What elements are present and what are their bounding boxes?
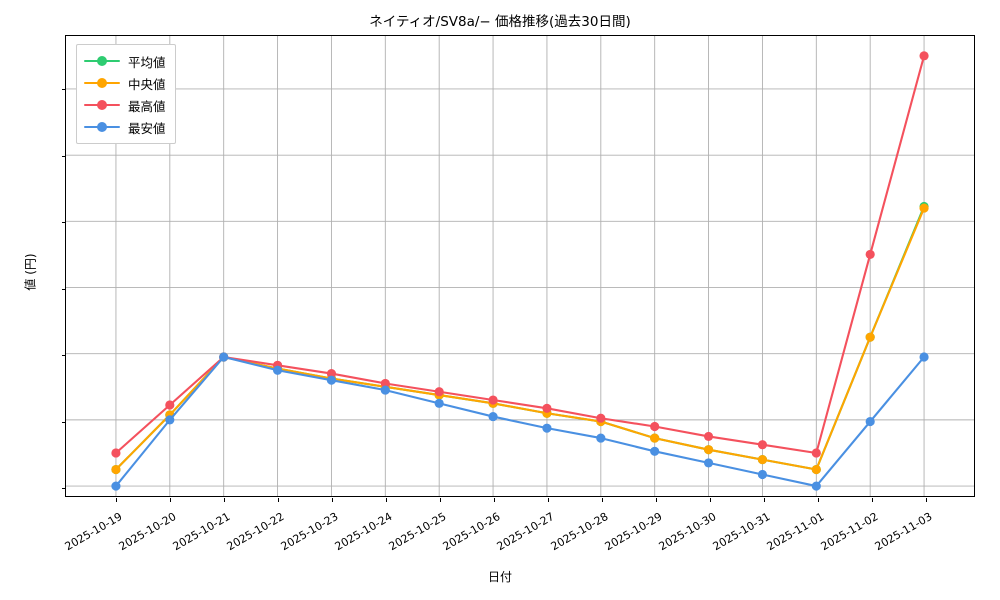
x-tick-label: 2025-10-31 bbox=[710, 510, 773, 554]
chart-legend: 平均値中央値最高値最安値 bbox=[76, 44, 176, 144]
x-tick-label: 2025-10-30 bbox=[656, 510, 719, 554]
x-tick-mark bbox=[547, 498, 549, 502]
legend-label: 最高値 bbox=[128, 98, 166, 114]
series-1 bbox=[111, 203, 929, 475]
y-tick-mark bbox=[62, 288, 66, 290]
x-tick-mark bbox=[494, 498, 495, 502]
x-tick-label: 2025-10-26 bbox=[440, 510, 503, 554]
x-tick-mark bbox=[871, 498, 873, 502]
x-tick-mark bbox=[170, 498, 172, 502]
x-tick-label: 2025-10-28 bbox=[548, 510, 611, 554]
x-tick-mark bbox=[224, 498, 226, 502]
x-tick-label: 2025-10-25 bbox=[386, 510, 449, 554]
legend-marker-icon bbox=[84, 99, 120, 111]
x-tick-label: 2025-11-02 bbox=[818, 510, 881, 554]
x-tick-label: 2025-10-29 bbox=[602, 510, 665, 554]
y-axis-label: 値 (円) bbox=[23, 253, 38, 291]
x-tick-mark bbox=[116, 498, 118, 502]
y-tick-mark bbox=[62, 89, 66, 91]
x-tick-mark bbox=[709, 498, 711, 502]
y-tick-mark bbox=[62, 155, 66, 157]
legend-item-2[interactable]: 最高値 bbox=[84, 94, 166, 116]
legend-item-0[interactable]: 平均値 bbox=[84, 50, 166, 72]
x-tick-mark bbox=[440, 498, 441, 502]
x-tick-mark bbox=[763, 498, 765, 502]
y-tick-mark bbox=[62, 488, 66, 490]
series-2 bbox=[111, 51, 929, 458]
x-tick-label: 2025-10-27 bbox=[494, 510, 557, 554]
legend-label: 最安値 bbox=[128, 120, 166, 136]
legend-marker-icon bbox=[84, 77, 120, 89]
x-tick-label: 2025-11-01 bbox=[764, 510, 827, 554]
plot-area: 値 (円) 20406080100120140 2025-10-192025-1… bbox=[24, 35, 975, 553]
series-layer bbox=[111, 51, 929, 491]
legend-item-1[interactable]: 中央値 bbox=[84, 72, 166, 94]
y-tick-mark bbox=[62, 222, 66, 224]
legend-label: 平均値 bbox=[128, 54, 166, 70]
x-tick-mark bbox=[386, 498, 388, 502]
legend-item-3[interactable]: 最安値 bbox=[84, 116, 166, 138]
x-tick-mark bbox=[817, 498, 819, 502]
x-tick-mark bbox=[601, 498, 603, 502]
chart-title: ネイティオ/SV8a/− 価格推移(過去30日間) bbox=[369, 14, 631, 30]
y-tick-mark bbox=[62, 421, 66, 423]
x-tick-label: 2025-11-03 bbox=[872, 510, 935, 554]
x-tick-mark bbox=[655, 498, 657, 502]
x-tick-mark bbox=[332, 498, 334, 502]
legend-marker-icon bbox=[84, 121, 120, 133]
legend-marker-icon bbox=[84, 55, 120, 67]
x-tick-mark bbox=[278, 498, 280, 502]
y-tick-mark bbox=[62, 355, 66, 357]
series-3 bbox=[111, 352, 929, 491]
x-axis-label: 日付 bbox=[487, 570, 512, 584]
legend-label: 中央値 bbox=[128, 76, 166, 92]
series-0 bbox=[111, 201, 929, 475]
x-tick-mark bbox=[925, 498, 927, 502]
